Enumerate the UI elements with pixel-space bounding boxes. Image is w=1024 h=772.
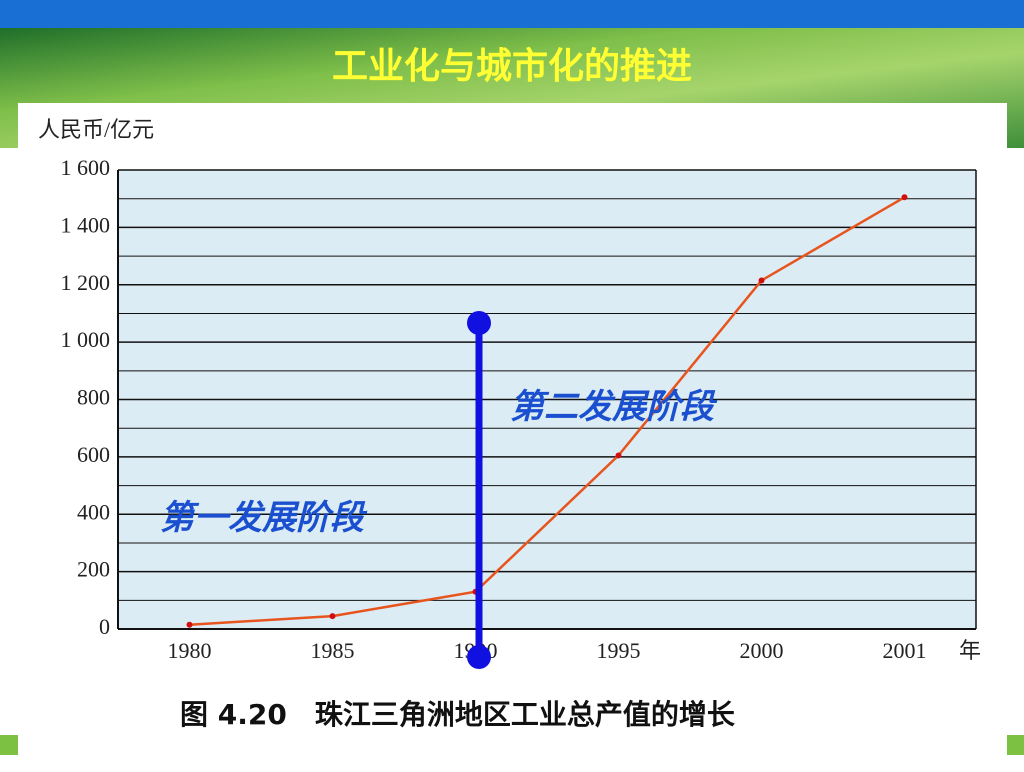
point [758, 277, 765, 284]
annotation: 第二发展阶段 [510, 388, 718, 426]
y-tick-label: 1 400 [61, 212, 111, 237]
point [901, 194, 908, 201]
y-tick-label: 400 [77, 499, 110, 524]
x-tick-label: 1985 [311, 638, 355, 663]
y-tick-label: 0 [99, 614, 110, 639]
y-tick-label: 1 600 [61, 155, 111, 180]
point [615, 452, 622, 459]
y-tick-label: 200 [77, 557, 110, 582]
x-axis-label: 年 [959, 638, 981, 663]
y-tick-label: 800 [77, 385, 110, 410]
top-bar [0, 0, 1024, 28]
y-tick-label: 1 000 [61, 327, 111, 352]
x-tick-label: 1980 [168, 638, 212, 663]
y-tick-label: 1 200 [61, 270, 111, 295]
chart: 0 200 400 600 800 1 000 1 200 1 400 1 600 1980 198… [61, 155, 977, 663]
point [186, 621, 193, 628]
x-tick-label: 1995 [597, 638, 641, 663]
x-tick-label: 2000 [740, 638, 784, 663]
slide-title: 工业化与城市化的推进 [332, 46, 692, 87]
point [329, 613, 336, 620]
y-axis-label: 人民币/亿元 [38, 117, 154, 142]
caption: 图 4.20 珠江三角洲地区工业总产值的增长 [180, 698, 735, 731]
divider-end [467, 311, 491, 335]
x-tick-label: 2001 [883, 638, 927, 663]
y-tick-label: 600 [77, 442, 110, 467]
annotation: 第一发展阶段 [160, 499, 368, 537]
divider-end [467, 645, 491, 669]
line [189, 196, 906, 626]
